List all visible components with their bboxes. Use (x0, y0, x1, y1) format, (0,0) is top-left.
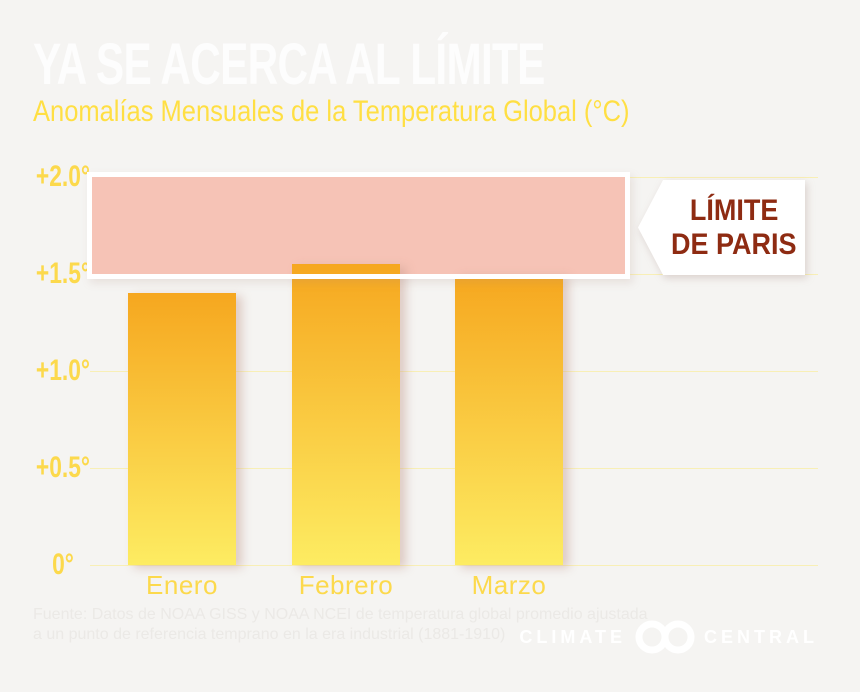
paris-limit-band (92, 177, 625, 274)
y-tick-label-1.0: +1.0° (35, 354, 91, 387)
left-arrow-callout-box: LÍMITE DE PARIS (638, 180, 805, 275)
y-tick-label-0: 0° (52, 548, 74, 581)
climate-central-logo: CLIMATE CENTRAL (519, 620, 818, 654)
source-note: Fuente: Datos de NOAA GISS y NOAA NCEI d… (33, 605, 648, 645)
page-title: YA SE ACERCA AL LÍMITE (33, 32, 545, 97)
x-label-febrero: Febrero (298, 570, 394, 600)
overlapping-rings-icon (635, 620, 695, 654)
bar-enero (128, 293, 236, 565)
limit-label-line1: LÍMITE (689, 193, 779, 227)
logo-text-central: CENTRAL (704, 627, 818, 647)
paris-limit-callout: LÍMITE DE PARIS (638, 180, 805, 275)
page-subtitle: Anomalías Mensuales de la Temperatura Gl… (33, 95, 630, 128)
x-label-enero: Enero (146, 570, 218, 600)
gridline-1.0 (90, 371, 818, 372)
logo-text-climate: CLIMATE (519, 627, 626, 647)
source-note-line2: a un punto de referencia temprano en la … (33, 626, 506, 643)
bar-febrero (292, 264, 400, 565)
gridline-0 (90, 565, 818, 566)
bar-marzo (455, 274, 563, 565)
y-tick-label-0.5: +0.5° (35, 451, 91, 484)
y-tick-label-2.0: +2.0° (35, 160, 91, 193)
x-label-marzo: Marzo (471, 570, 547, 600)
y-tick-label-1.5: +1.5° (35, 257, 91, 290)
source-note-line1: Fuente: Datos de NOAA GISS y NOAA NCEI d… (33, 606, 648, 623)
gridline-0.5 (90, 468, 818, 469)
limit-label-line2: DE PARIS (671, 227, 797, 261)
